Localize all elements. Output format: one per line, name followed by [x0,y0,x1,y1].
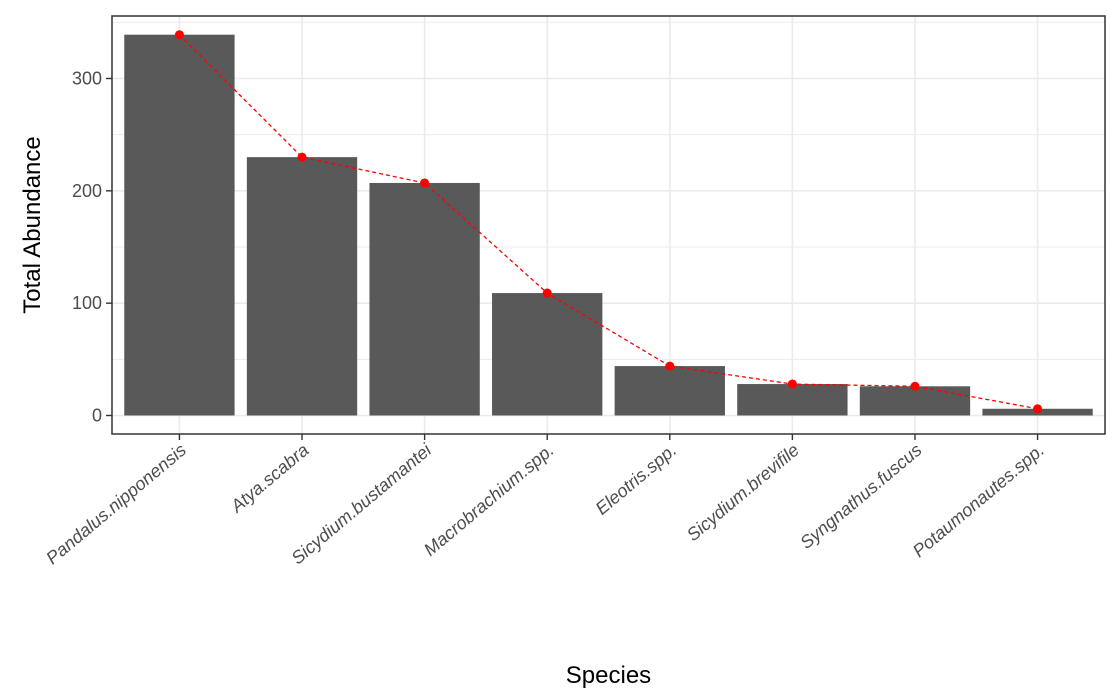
bar-series [124,34,1093,416]
bar [369,182,480,416]
y-axis-title: Total Abundance [19,136,46,313]
trend-line [178,34,1038,410]
line-point [174,30,184,40]
y-tick-label: 100 [72,293,102,313]
line-point [910,381,920,391]
y-tick-label: 300 [72,69,102,89]
line-point [1033,404,1043,414]
bar [492,293,603,416]
line-point [542,288,552,298]
y-tick-label: 200 [72,181,102,201]
bar [614,366,725,416]
y-axis: 0 100 200 300 [72,69,112,426]
y-tick-label: 0 [92,406,102,426]
line-series [174,30,1043,414]
line-point [420,178,430,188]
panel-border [111,15,1106,435]
bar [737,384,848,416]
bar [124,34,235,416]
x-axis-title: Species [566,662,651,689]
line-point [787,379,797,389]
line-point [665,361,675,371]
bar [246,157,358,416]
bar [859,386,971,416]
line-point [297,152,307,162]
